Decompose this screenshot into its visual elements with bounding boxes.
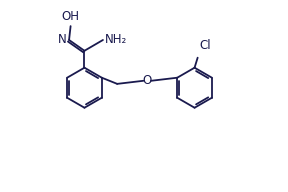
Text: N: N <box>58 33 67 46</box>
Text: Cl: Cl <box>199 39 211 52</box>
Text: O: O <box>143 74 152 87</box>
Text: OH: OH <box>62 10 79 23</box>
Text: NH₂: NH₂ <box>105 33 127 46</box>
